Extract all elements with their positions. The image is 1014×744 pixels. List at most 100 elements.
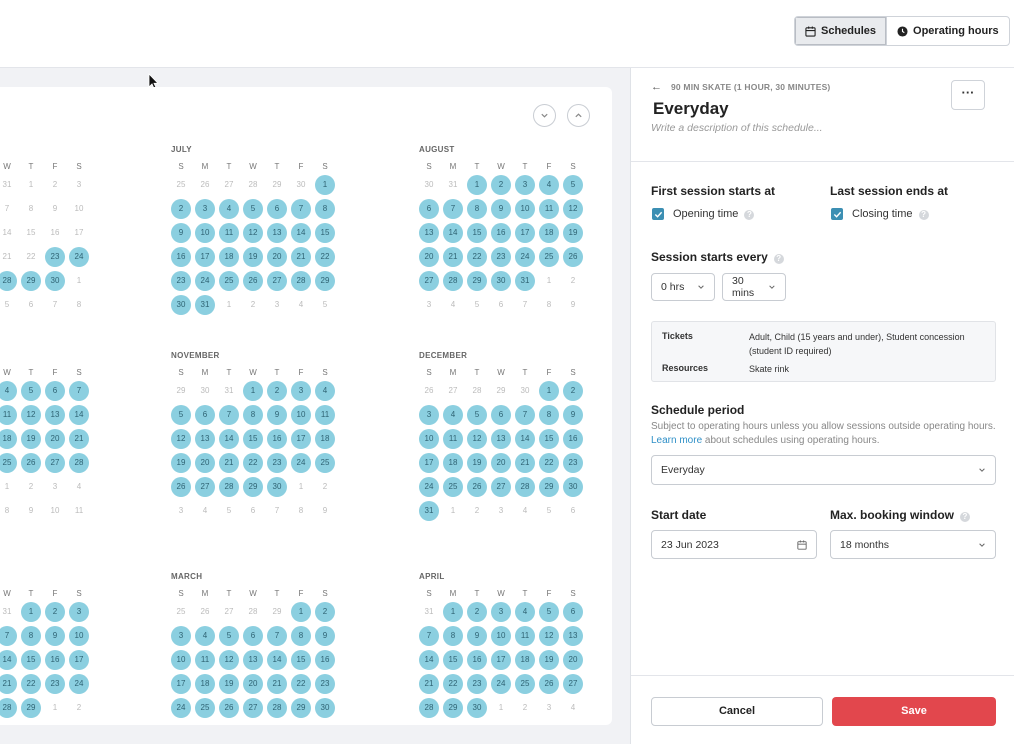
scroll-down-button[interactable]: [533, 104, 556, 127]
calendar-day: 27: [224, 180, 234, 189]
calendar-day-scheduled: 23: [171, 271, 191, 291]
help-icon[interactable]: ?: [773, 254, 784, 264]
back-arrow-icon[interactable]: ←: [651, 81, 662, 93]
calendar-day: 6: [570, 506, 576, 515]
weekday-label: T: [226, 368, 232, 377]
minutes-value: 30 mins: [732, 275, 755, 299]
weekday-label: S: [426, 162, 432, 171]
weekday-label: S: [322, 589, 328, 598]
calendar-day-scheduled: 2: [563, 381, 583, 401]
calendar-day: 3: [178, 506, 184, 515]
calendar-day-scheduled: 31: [515, 271, 535, 291]
learn-more-link[interactable]: Learn more: [651, 435, 703, 446]
opening-time-checkbox[interactable]: Opening time?: [652, 208, 755, 220]
calendar-day-scheduled: 11: [443, 429, 463, 449]
page-title[interactable]: Everyday: [653, 99, 729, 118]
description-input[interactable]: Write a description of this schedule...: [651, 122, 823, 134]
max-window-select[interactable]: 18 months: [830, 530, 996, 559]
help-icon[interactable]: ?: [918, 210, 929, 220]
more-options-button[interactable]: ···: [951, 80, 985, 110]
calendar-day-scheduled: 20: [491, 453, 511, 473]
weekday-label: T: [274, 162, 280, 171]
calendar-day: 25: [176, 607, 186, 616]
calendar-day: 5: [226, 506, 232, 515]
calendar-day-scheduled: 8: [443, 626, 463, 646]
calendar-day: 6: [498, 300, 504, 309]
calendar-day-scheduled: 9: [45, 626, 65, 646]
weekday-label: T: [274, 589, 280, 598]
save-button[interactable]: Save: [832, 697, 996, 726]
calendar-day: 2: [474, 506, 480, 515]
calendar-day-scheduled: 29: [243, 477, 263, 497]
calendar-day-scheduled: 27: [491, 477, 511, 497]
calendar-day: 8: [546, 300, 552, 309]
calendar-day-scheduled: 7: [515, 405, 535, 425]
calendar-day-scheduled: 15: [291, 650, 311, 670]
resources-key: Resources: [662, 363, 709, 373]
calendar-day-scheduled: 15: [467, 223, 487, 243]
calendar-day-scheduled: 13: [563, 626, 583, 646]
calendar-day-scheduled: 24: [69, 674, 89, 694]
calendar-day-scheduled: 5: [21, 381, 41, 401]
calendar-day: 10: [74, 204, 84, 213]
top-bar: Schedules Operating hours: [0, 0, 1014, 68]
calendar-day-scheduled: 26: [539, 674, 559, 694]
calendar-day-scheduled: 25: [539, 247, 559, 267]
weekday-label: W: [3, 368, 11, 377]
calendar-day-scheduled: 27: [243, 698, 263, 718]
calendar-icon[interactable]: [797, 539, 807, 550]
calendar-day-scheduled: 19: [563, 223, 583, 243]
calendar-day-scheduled: 13: [195, 429, 215, 449]
help-icon[interactable]: ?: [744, 210, 755, 220]
calendar-day-scheduled: 16: [45, 650, 65, 670]
weekday-label: T: [226, 162, 232, 171]
calendar-day-scheduled: 29: [21, 698, 41, 718]
calendar-day-scheduled: 1: [315, 175, 335, 195]
calendar-day: 4: [76, 482, 82, 491]
help-icon[interactable]: ?: [960, 512, 970, 522]
divider: [631, 161, 1014, 162]
calendar-day-scheduled: 17: [69, 650, 89, 670]
session-every-text: Session starts every: [651, 250, 768, 264]
schedule-period-select[interactable]: Everyday: [651, 455, 996, 485]
calendar-day-scheduled: 6: [563, 602, 583, 622]
calendar-day-scheduled: 5: [467, 405, 487, 425]
calendar-day-scheduled: 30: [467, 698, 487, 718]
weekday-label: M: [201, 162, 209, 171]
calendar-day: 1: [498, 703, 504, 712]
start-date-input[interactable]: 23 Jun 2023: [651, 530, 817, 559]
calendar-day: 5: [546, 506, 552, 515]
weekday-label: S: [178, 368, 184, 377]
weekday-label: F: [298, 162, 304, 171]
calendar-day-scheduled: 3: [419, 405, 439, 425]
schedules-tab[interactable]: Schedules: [795, 17, 887, 45]
calendar-day-scheduled: 24: [515, 247, 535, 267]
schedule-period-help: Subject to operating hours unless you al…: [651, 420, 996, 448]
calendar-day: 4: [450, 300, 456, 309]
hours-select[interactable]: 0 hrs: [651, 273, 715, 301]
closing-time-checkbox[interactable]: Closing time?: [831, 208, 929, 220]
calendar-day: 3: [76, 180, 82, 189]
calendar-day-scheduled: 22: [443, 674, 463, 694]
calendar-day-scheduled: 18: [515, 650, 535, 670]
calendar-day-scheduled: 28: [219, 477, 239, 497]
calendar-day: 28: [472, 386, 482, 395]
calendar-day-scheduled: 29: [443, 698, 463, 718]
minutes-select[interactable]: 30 mins: [722, 273, 786, 301]
calendar-day-scheduled: 30: [171, 295, 191, 315]
schedules-tab-label: Schedules: [821, 25, 877, 37]
weekday-label: S: [426, 589, 432, 598]
calendar-day-scheduled: 18: [539, 223, 559, 243]
operating-hours-tab[interactable]: Operating hours: [886, 17, 1009, 45]
scroll-up-button[interactable]: [567, 104, 590, 127]
calendar-day-scheduled: 27: [563, 674, 583, 694]
calendar-day-scheduled: 28: [0, 698, 17, 718]
calendar-day-scheduled: 27: [195, 477, 215, 497]
calendar-day-scheduled: 1: [243, 381, 263, 401]
calendar-day-scheduled: 6: [491, 405, 511, 425]
breadcrumb[interactable]: 90 MIN SKATE (1 HOUR, 30 MINUTES): [671, 82, 831, 92]
cancel-button[interactable]: Cancel: [651, 697, 823, 726]
weekday-label: W: [497, 589, 505, 598]
calendar-day-scheduled: 26: [219, 698, 239, 718]
calendar-day: 1: [450, 506, 456, 515]
